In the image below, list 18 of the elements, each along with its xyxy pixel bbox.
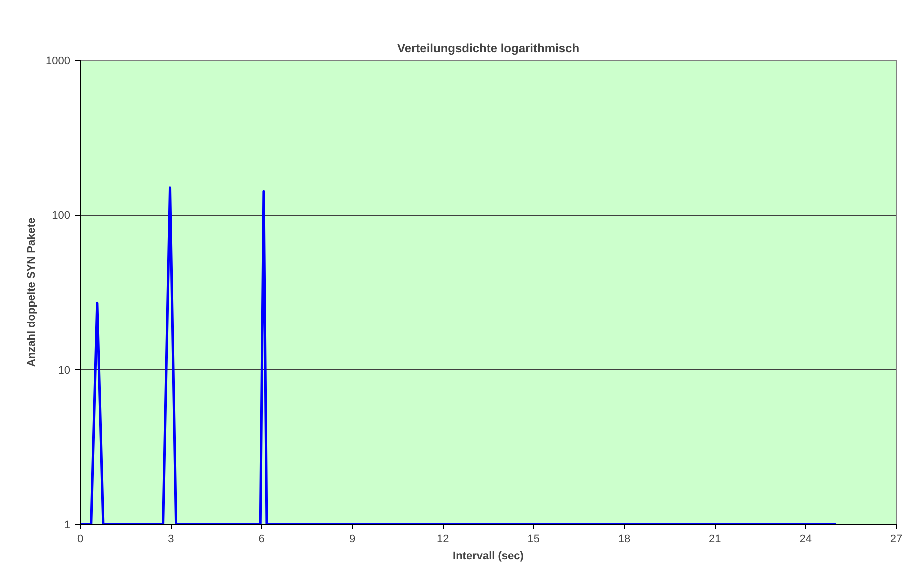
x-tick-label: 27 [890,534,903,546]
x-tick-label: 15 [528,534,540,546]
x-tick-label: 9 [349,534,356,546]
x-tick-label: 18 [618,534,631,546]
line-series [80,186,838,524]
chart-title: Verteilungsdichte logarithmisch [397,42,580,56]
x-tick-label: 0 [77,534,84,546]
y-tick-label: 100 [52,210,71,222]
y-tick-label: 1 [64,520,71,532]
y-tick-label: 10 [58,364,71,377]
x-tick-label: 6 [258,534,265,546]
x-tick-label: 3 [168,534,174,546]
x-tick-label: 12 [437,534,450,546]
x-axis-title: Intervall (sec) [453,550,524,562]
y-tick-label: 1000 [46,56,71,68]
y-axis-title: Anzahl doppelte SYN Pakete [26,218,38,368]
x-tick-label: 21 [709,534,722,546]
x-tick-label: 24 [800,534,812,546]
